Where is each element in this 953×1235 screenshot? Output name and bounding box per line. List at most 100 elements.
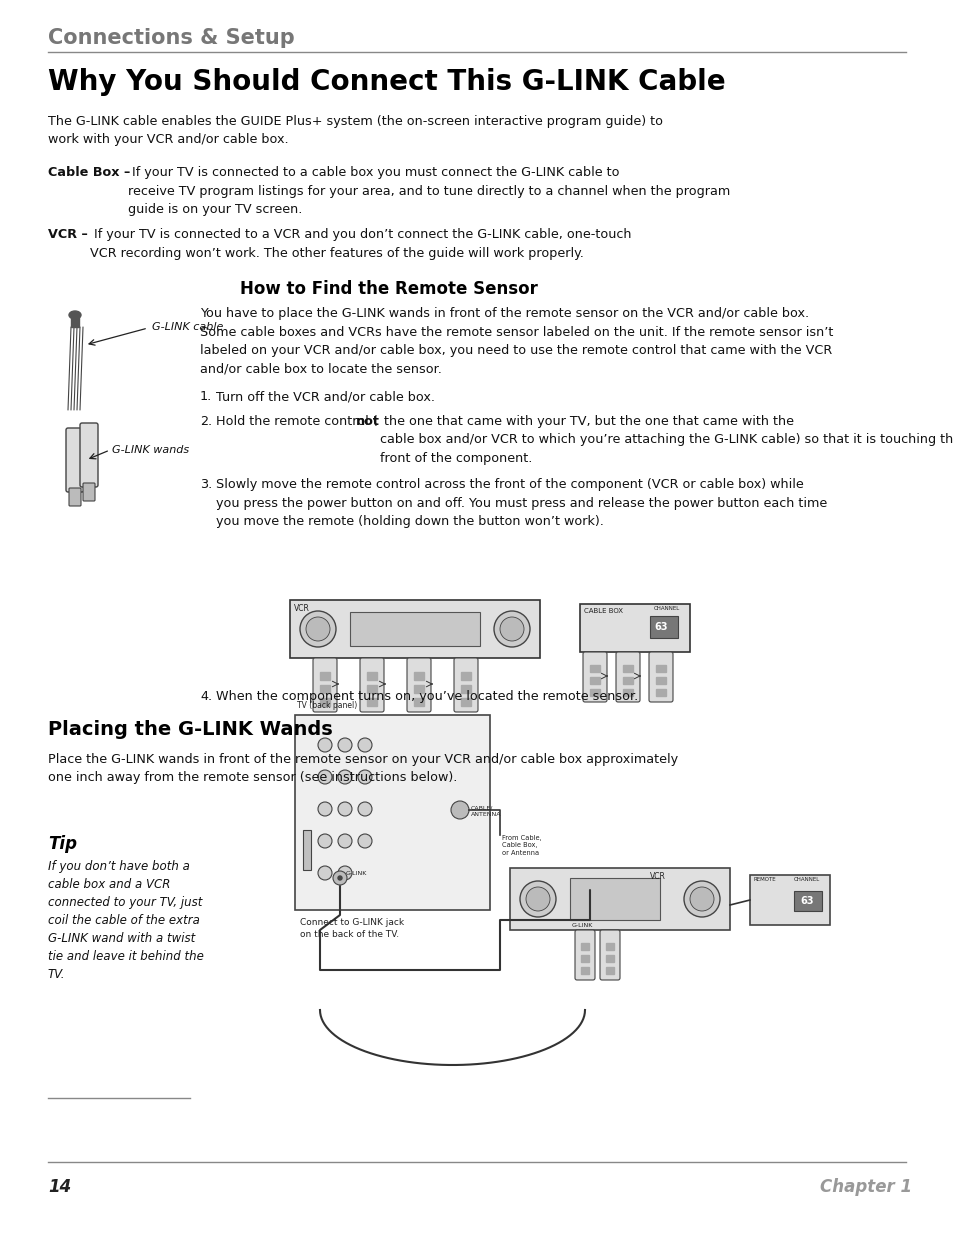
Text: G-LINK wands: G-LINK wands — [112, 445, 189, 454]
Text: Connections & Setup: Connections & Setup — [48, 28, 294, 48]
Circle shape — [306, 618, 330, 641]
Text: Slowly move the remote control across the front of the component (VCR or cable b: Slowly move the remote control across th… — [215, 478, 826, 529]
Circle shape — [317, 769, 332, 784]
Text: 4.: 4. — [200, 690, 212, 703]
Text: Hold the remote control (: Hold the remote control ( — [215, 415, 377, 429]
FancyBboxPatch shape — [313, 658, 336, 713]
Text: From Cable,
Cable Box,
or Antenna: From Cable, Cable Box, or Antenna — [501, 835, 541, 856]
FancyBboxPatch shape — [290, 600, 539, 658]
Circle shape — [333, 871, 347, 885]
Text: Connect to G-LINK jack
on the back of the TV.: Connect to G-LINK jack on the back of th… — [299, 918, 404, 939]
Text: Place the G-LINK wands in front of the remote sensor on your VCR and/or cable bo: Place the G-LINK wands in front of the r… — [48, 753, 678, 784]
Text: Why You Should Connect This G-LINK Cable: Why You Should Connect This G-LINK Cable — [48, 68, 725, 96]
Text: G-LINK cable: G-LINK cable — [152, 322, 223, 332]
Circle shape — [683, 881, 720, 918]
Text: Tip: Tip — [48, 835, 77, 853]
FancyBboxPatch shape — [69, 488, 81, 506]
Text: 63: 63 — [800, 897, 813, 906]
Bar — [589, 689, 599, 697]
Text: REMOTE: REMOTE — [753, 877, 776, 882]
Bar — [367, 685, 376, 693]
Text: 63: 63 — [654, 622, 667, 632]
FancyBboxPatch shape — [582, 652, 606, 701]
Circle shape — [525, 887, 550, 911]
Text: How to Find the Remote Sensor: How to Find the Remote Sensor — [240, 280, 537, 298]
Circle shape — [317, 866, 332, 881]
FancyBboxPatch shape — [294, 715, 490, 910]
Text: CABLE BOX: CABLE BOX — [583, 608, 622, 614]
Circle shape — [337, 739, 352, 752]
Text: Chapter 1: Chapter 1 — [820, 1178, 911, 1195]
Bar — [580, 955, 588, 962]
Bar — [414, 685, 423, 693]
Bar — [414, 698, 423, 706]
Bar — [580, 967, 588, 974]
FancyBboxPatch shape — [569, 878, 659, 920]
Text: VCR: VCR — [294, 604, 310, 613]
Circle shape — [451, 802, 469, 819]
FancyBboxPatch shape — [350, 613, 479, 646]
Circle shape — [337, 876, 341, 881]
Text: not: not — [355, 415, 379, 429]
Bar — [414, 672, 423, 680]
FancyBboxPatch shape — [80, 424, 98, 487]
FancyBboxPatch shape — [83, 483, 95, 501]
FancyBboxPatch shape — [793, 890, 821, 911]
Bar — [622, 677, 633, 684]
Bar — [71, 315, 79, 327]
Text: You have to place the G-LINK wands in front of the remote sensor on the VCR and/: You have to place the G-LINK wands in fr… — [200, 308, 833, 375]
Bar — [460, 685, 471, 693]
Circle shape — [337, 866, 352, 881]
FancyBboxPatch shape — [749, 876, 829, 925]
Bar — [319, 685, 330, 693]
Bar — [605, 944, 614, 950]
Text: When the component turns on, you’ve located the remote sensor.: When the component turns on, you’ve loca… — [215, 690, 638, 703]
Circle shape — [357, 834, 372, 848]
FancyBboxPatch shape — [616, 652, 639, 701]
FancyBboxPatch shape — [454, 658, 477, 713]
FancyBboxPatch shape — [510, 868, 729, 930]
Text: G-LINK: G-LINK — [346, 871, 367, 876]
Text: 3.: 3. — [200, 478, 212, 492]
Text: VCR: VCR — [649, 872, 665, 881]
FancyBboxPatch shape — [579, 604, 689, 652]
FancyBboxPatch shape — [303, 830, 311, 869]
Text: If your TV is connected to a VCR and you don’t connect the G-LINK cable, one-tou: If your TV is connected to a VCR and you… — [90, 228, 631, 259]
Bar — [580, 944, 588, 950]
Circle shape — [337, 834, 352, 848]
Bar — [367, 698, 376, 706]
Text: Cable Box –: Cable Box – — [48, 165, 131, 179]
Bar — [589, 677, 599, 684]
Text: If you don’t have both a
cable box and a VCR
connected to your TV, just
coil the: If you don’t have both a cable box and a… — [48, 860, 204, 981]
Text: VCR –: VCR – — [48, 228, 88, 241]
Circle shape — [357, 802, 372, 816]
Text: The G-LINK cable enables the GUIDE Plus+ system (the on-screen interactive progr: The G-LINK cable enables the GUIDE Plus+… — [48, 115, 662, 147]
Text: 1.: 1. — [200, 390, 212, 403]
Text: the one that came with your TV, but the one that came with the
cable box and/or : the one that came with your TV, but the … — [379, 415, 953, 466]
FancyBboxPatch shape — [599, 930, 619, 981]
Bar — [319, 672, 330, 680]
FancyBboxPatch shape — [648, 652, 672, 701]
Circle shape — [357, 769, 372, 784]
FancyBboxPatch shape — [575, 930, 595, 981]
Bar — [605, 967, 614, 974]
Bar — [656, 677, 665, 684]
FancyBboxPatch shape — [649, 616, 678, 638]
Circle shape — [317, 834, 332, 848]
Text: TV (back panel): TV (back panel) — [296, 701, 356, 710]
Circle shape — [317, 802, 332, 816]
Circle shape — [337, 802, 352, 816]
Bar — [656, 689, 665, 697]
Circle shape — [337, 769, 352, 784]
Text: If your TV is connected to a cable box you must connect the G-LINK cable to
rece: If your TV is connected to a cable box y… — [128, 165, 729, 216]
Text: Placing the G-LINK Wands: Placing the G-LINK Wands — [48, 720, 333, 739]
Bar — [319, 698, 330, 706]
Bar — [622, 664, 633, 672]
FancyBboxPatch shape — [66, 429, 84, 492]
Circle shape — [519, 881, 556, 918]
Circle shape — [299, 611, 335, 647]
Bar — [589, 664, 599, 672]
Text: G-LINK: G-LINK — [572, 923, 593, 927]
Text: Turn off the VCR and/or cable box.: Turn off the VCR and/or cable box. — [215, 390, 435, 403]
Bar — [367, 672, 376, 680]
